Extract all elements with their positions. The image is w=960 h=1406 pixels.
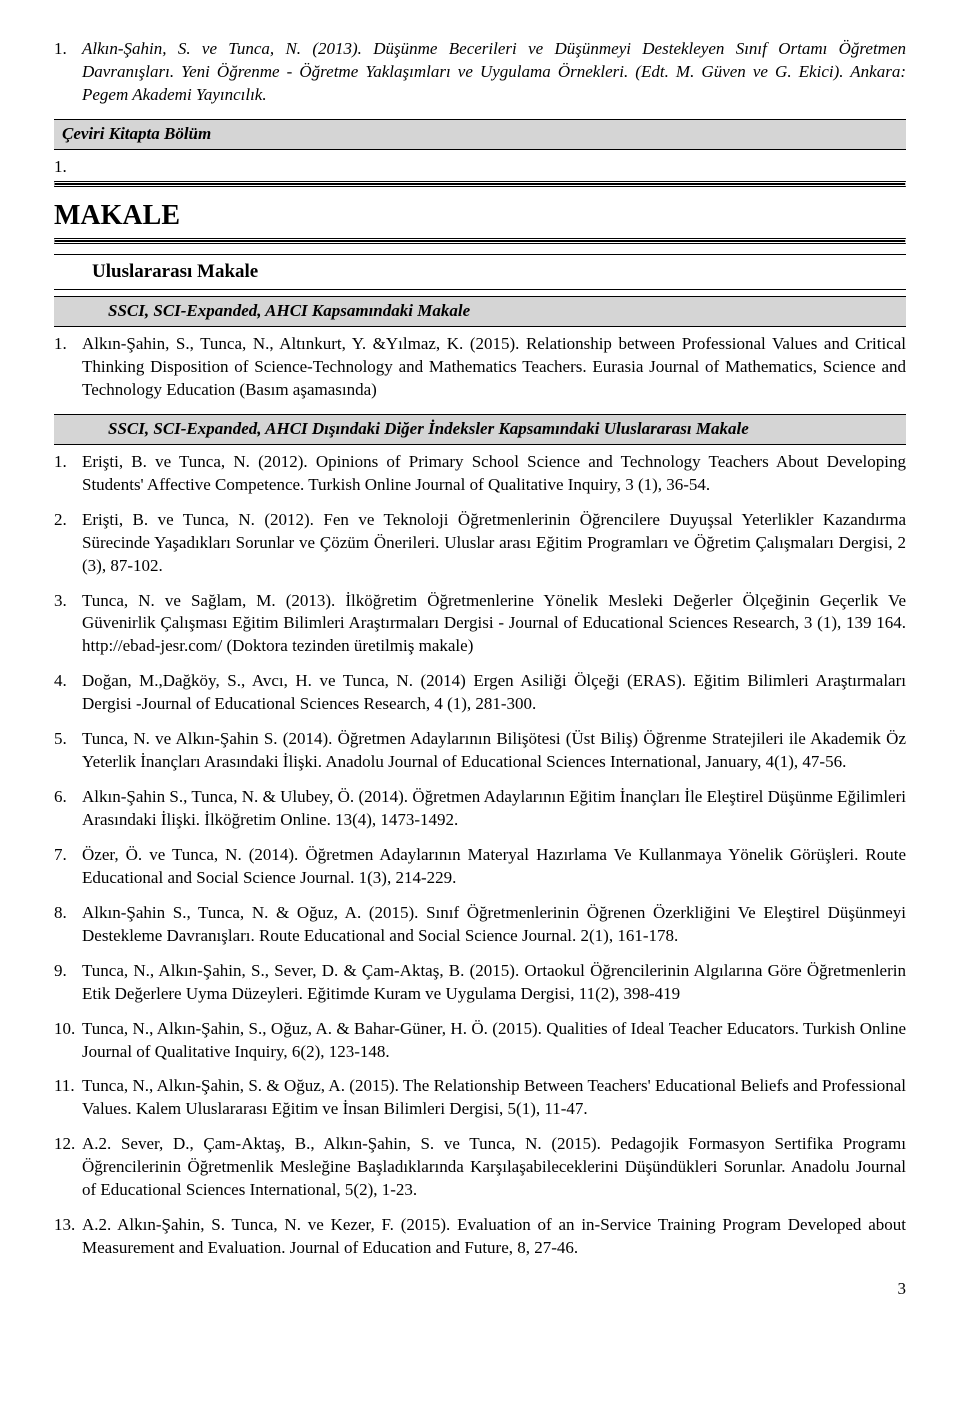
entry-text: Tunca, N., Alkın-Şahin, S., Oğuz, A. & B…: [82, 1018, 906, 1064]
page-number: 3: [54, 1278, 906, 1301]
entry-text: Doğan, M.,Dağköy, S., Avcı, H. ve Tunca,…: [82, 670, 906, 716]
entry-text: Tunca, N. ve Alkın-Şahin S. (2014). Öğre…: [82, 728, 906, 774]
entry-number: 3.: [54, 590, 82, 659]
entry-text: Erişti, B. ve Tunca, N. (2012). Opinions…: [82, 451, 906, 497]
article-entry: 7.Özer, Ö. ve Tunca, N. (2014). Öğretmen…: [54, 844, 906, 890]
entry-number: 10.: [54, 1018, 82, 1064]
section-band-ssci-in: SSCI, SCI-Expanded, AHCI Kapsamındaki Ma…: [54, 296, 906, 327]
entry-number: 11.: [54, 1075, 82, 1121]
article-entry: 1.Erişti, B. ve Tunca, N. (2012). Opinio…: [54, 451, 906, 497]
entry-text: Tunca, N., Alkın-Şahin, S., Sever, D. & …: [82, 960, 906, 1006]
thin-rule: [54, 289, 906, 290]
section-band-ssci-out: SSCI, SCI-Expanded, AHCI Dışındaki Diğer…: [54, 414, 906, 445]
entry-text: Tunca, N. ve Sağlam, M. (2013). İlköğret…: [82, 590, 906, 659]
book-chapter-entry: 1. Alkın-Şahin, S. ve Tunca, N. (2013). …: [54, 38, 906, 107]
double-rule-bottom: [54, 238, 906, 244]
entry-number: 1.: [54, 38, 82, 107]
article-entry: 12.A.2. Sever, D., Çam-Aktaş, B., Alkın-…: [54, 1133, 906, 1202]
article-entry: 4.Doğan, M.,Dağköy, S., Avcı, H. ve Tunc…: [54, 670, 906, 716]
band-label: Çeviri Kitapta Bölüm: [62, 124, 211, 143]
article-entry: 8.Alkın-Şahin S., Tunca, N. & Oğuz, A. (…: [54, 902, 906, 948]
entry-text: A.2. Alkın-Şahin, S. Tunca, N. ve Kezer,…: [82, 1214, 906, 1260]
article-entry: 11.Tunca, N., Alkın-Şahin, S. & Oğuz, A.…: [54, 1075, 906, 1121]
article-entry: 5.Tunca, N. ve Alkın-Şahin S. (2014). Öğ…: [54, 728, 906, 774]
article-entry: 3.Tunca, N. ve Sağlam, M. (2013). İlköğr…: [54, 590, 906, 659]
entry-text: Alkın-Şahin S., Tunca, N. & Ulubey, Ö. (…: [82, 786, 906, 832]
article-entry: 13.A.2. Alkın-Şahin, S. Tunca, N. ve Kez…: [54, 1214, 906, 1260]
entry-number: 8.: [54, 902, 82, 948]
entry-number: 2.: [54, 509, 82, 578]
entry-text: Tunca, N., Alkın-Şahin, S. & Oğuz, A. (2…: [82, 1075, 906, 1121]
entry-text: Alkın-Şahin, S., Tunca, N., Altınkurt, Y…: [82, 333, 906, 402]
entry-number: 1.: [54, 333, 82, 402]
article-entry: 10.Tunca, N., Alkın-Şahin, S., Oğuz, A. …: [54, 1018, 906, 1064]
entry-number: 13.: [54, 1214, 82, 1260]
article-entry: 1. Alkın-Şahin, S., Tunca, N., Altınkurt…: [54, 333, 906, 402]
entry-number: 12.: [54, 1133, 82, 1202]
article-list: 1.Erişti, B. ve Tunca, N. (2012). Opinio…: [54, 451, 906, 1260]
entry-number: 9.: [54, 960, 82, 1006]
article-entry: 6.Alkın-Şahin S., Tunca, N. & Ulubey, Ö.…: [54, 786, 906, 832]
entry-number: 7.: [54, 844, 82, 890]
band-label: SSCI, SCI-Expanded, AHCI Dışındaki Diğer…: [108, 419, 749, 438]
double-rule-top: [54, 181, 906, 187]
entry-text: A.2. Sever, D., Çam-Aktaş, B., Alkın-Şah…: [82, 1133, 906, 1202]
entry-text: Özer, Ö. ve Tunca, N. (2014). Öğretmen A…: [82, 844, 906, 890]
entry-number: 4.: [54, 670, 82, 716]
thin-rule: [54, 254, 906, 255]
heading-makale: MAKALE: [54, 197, 906, 235]
entry-number: 5.: [54, 728, 82, 774]
empty-numbered-item: 1.: [54, 156, 906, 179]
band-label: SSCI, SCI-Expanded, AHCI Kapsamındaki Ma…: [108, 301, 470, 320]
entry-number: 1.: [54, 451, 82, 497]
entry-text: Erişti, B. ve Tunca, N. (2012). Fen ve T…: [82, 509, 906, 578]
entry-text: Alkın-Şahin S., Tunca, N. & Oğuz, A. (20…: [82, 902, 906, 948]
subheading-uluslararasi: Uluslararası Makale: [92, 259, 906, 285]
entry-number: 6.: [54, 786, 82, 832]
article-entry: 2.Erişti, B. ve Tunca, N. (2012). Fen ve…: [54, 509, 906, 578]
section-band-ceviri: Çeviri Kitapta Bölüm: [54, 119, 906, 150]
entry-text: Alkın-Şahin, S. ve Tunca, N. (2013). Düş…: [82, 38, 906, 107]
article-entry: 9.Tunca, N., Alkın-Şahin, S., Sever, D. …: [54, 960, 906, 1006]
